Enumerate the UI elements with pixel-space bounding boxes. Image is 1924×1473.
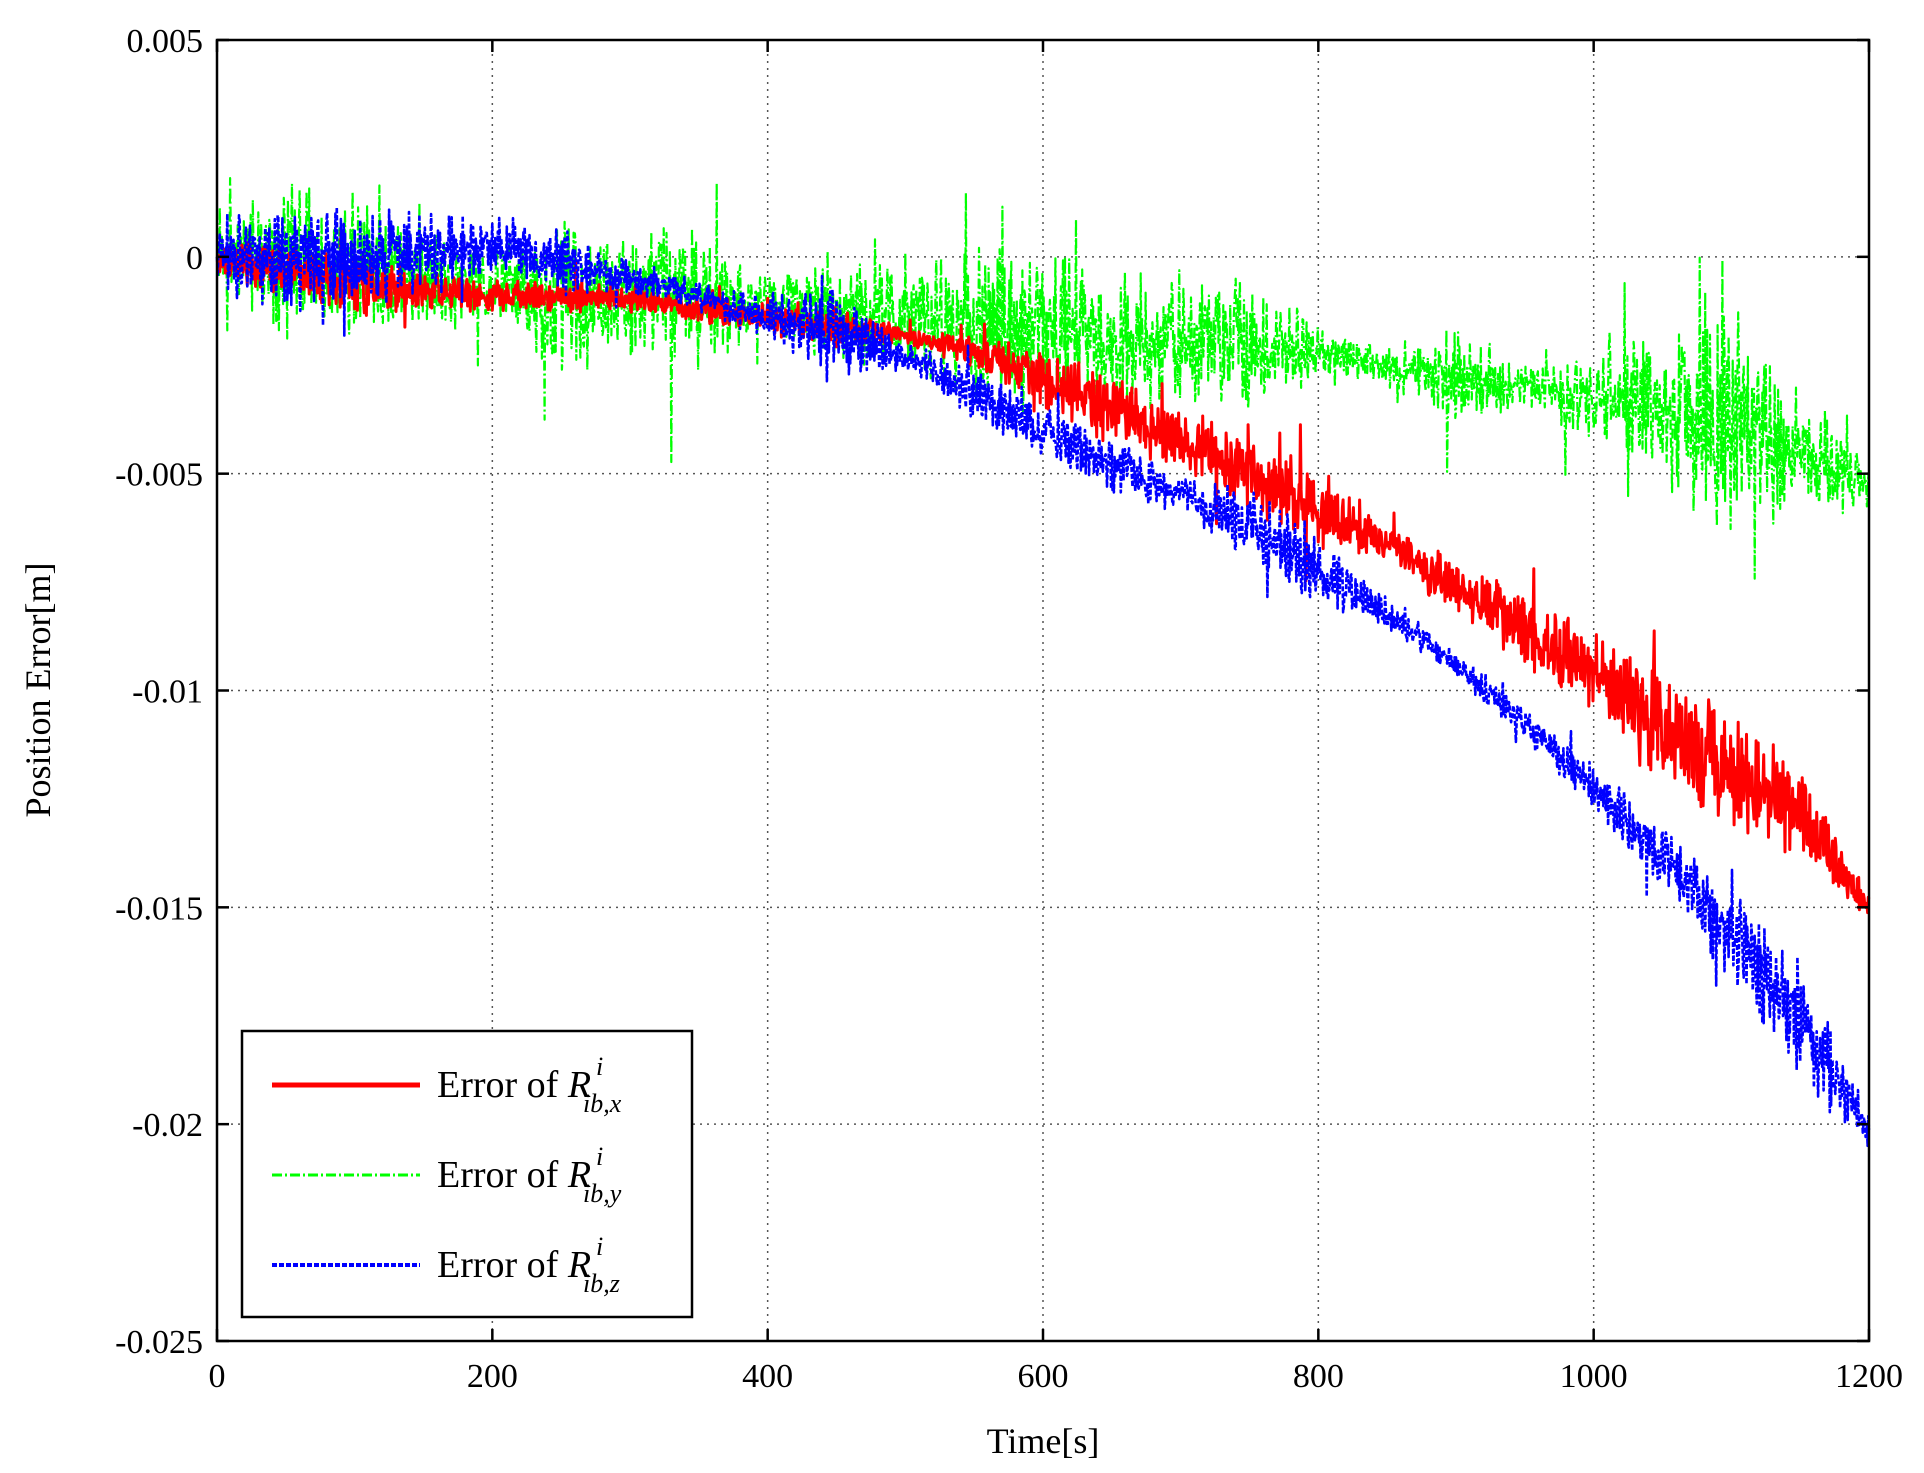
x-tick-label: 1000 — [1560, 1358, 1628, 1395]
legend-sub-y: ib,y — [583, 1179, 622, 1208]
axis-ticks — [215, 38, 1871, 1343]
series-line-x — [215, 229, 1871, 915]
y-tick-label: 0.005 — [127, 23, 204, 60]
legend-label-y: Error of R — [437, 1154, 591, 1196]
y-axis-label: Position Error[m] — [18, 563, 58, 818]
y-tick-label: -0.015 — [115, 890, 203, 927]
x-axis-tick-labels: 0 200 400 600 800 1000 1200 — [209, 1358, 1904, 1395]
legend-entry-z: Error of R i ib,z — [272, 1232, 620, 1298]
legend-label-x: Error of R — [437, 1064, 591, 1106]
y-tick-label: -0.005 — [115, 457, 203, 494]
x-tick-label: 1200 — [1835, 1358, 1903, 1395]
x-tick-label: 400 — [742, 1358, 793, 1395]
x-tick-label: 200 — [467, 1358, 518, 1395]
y-tick-label: -0.02 — [132, 1107, 203, 1144]
legend-entry-x: Error of R i ib,x — [272, 1052, 622, 1118]
x-tick-label: 0 — [209, 1358, 226, 1395]
series-line-z — [215, 205, 1871, 1148]
legend-entry-y: Error of R i ib,y — [272, 1142, 622, 1208]
y-tick-label: -0.01 — [132, 674, 203, 711]
legend-sup-x: i — [596, 1052, 603, 1081]
legend-sup-z: i — [596, 1232, 603, 1261]
y-tick-label: 0 — [186, 240, 203, 277]
legend-label-z: Error of R — [437, 1244, 591, 1286]
x-axis-label: Time[s] — [987, 1421, 1100, 1461]
legend-sup-y: i — [596, 1142, 603, 1171]
y-tick-label: -0.025 — [115, 1324, 203, 1361]
x-tick-label: 800 — [1293, 1358, 1344, 1395]
legend-sub-z: ib,z — [583, 1269, 620, 1298]
grid-lines — [217, 40, 1869, 1341]
series-layer — [215, 177, 1871, 1148]
y-axis-tick-labels: 0.005 0 -0.005 -0.01 -0.015 -0.02 -0.025 — [115, 23, 203, 1361]
x-tick-label: 600 — [1018, 1358, 1069, 1395]
legend-sub-x: ib,x — [583, 1089, 622, 1118]
legend: Error of R i ib,x Error of R i ib,y Erro… — [240, 1029, 694, 1319]
